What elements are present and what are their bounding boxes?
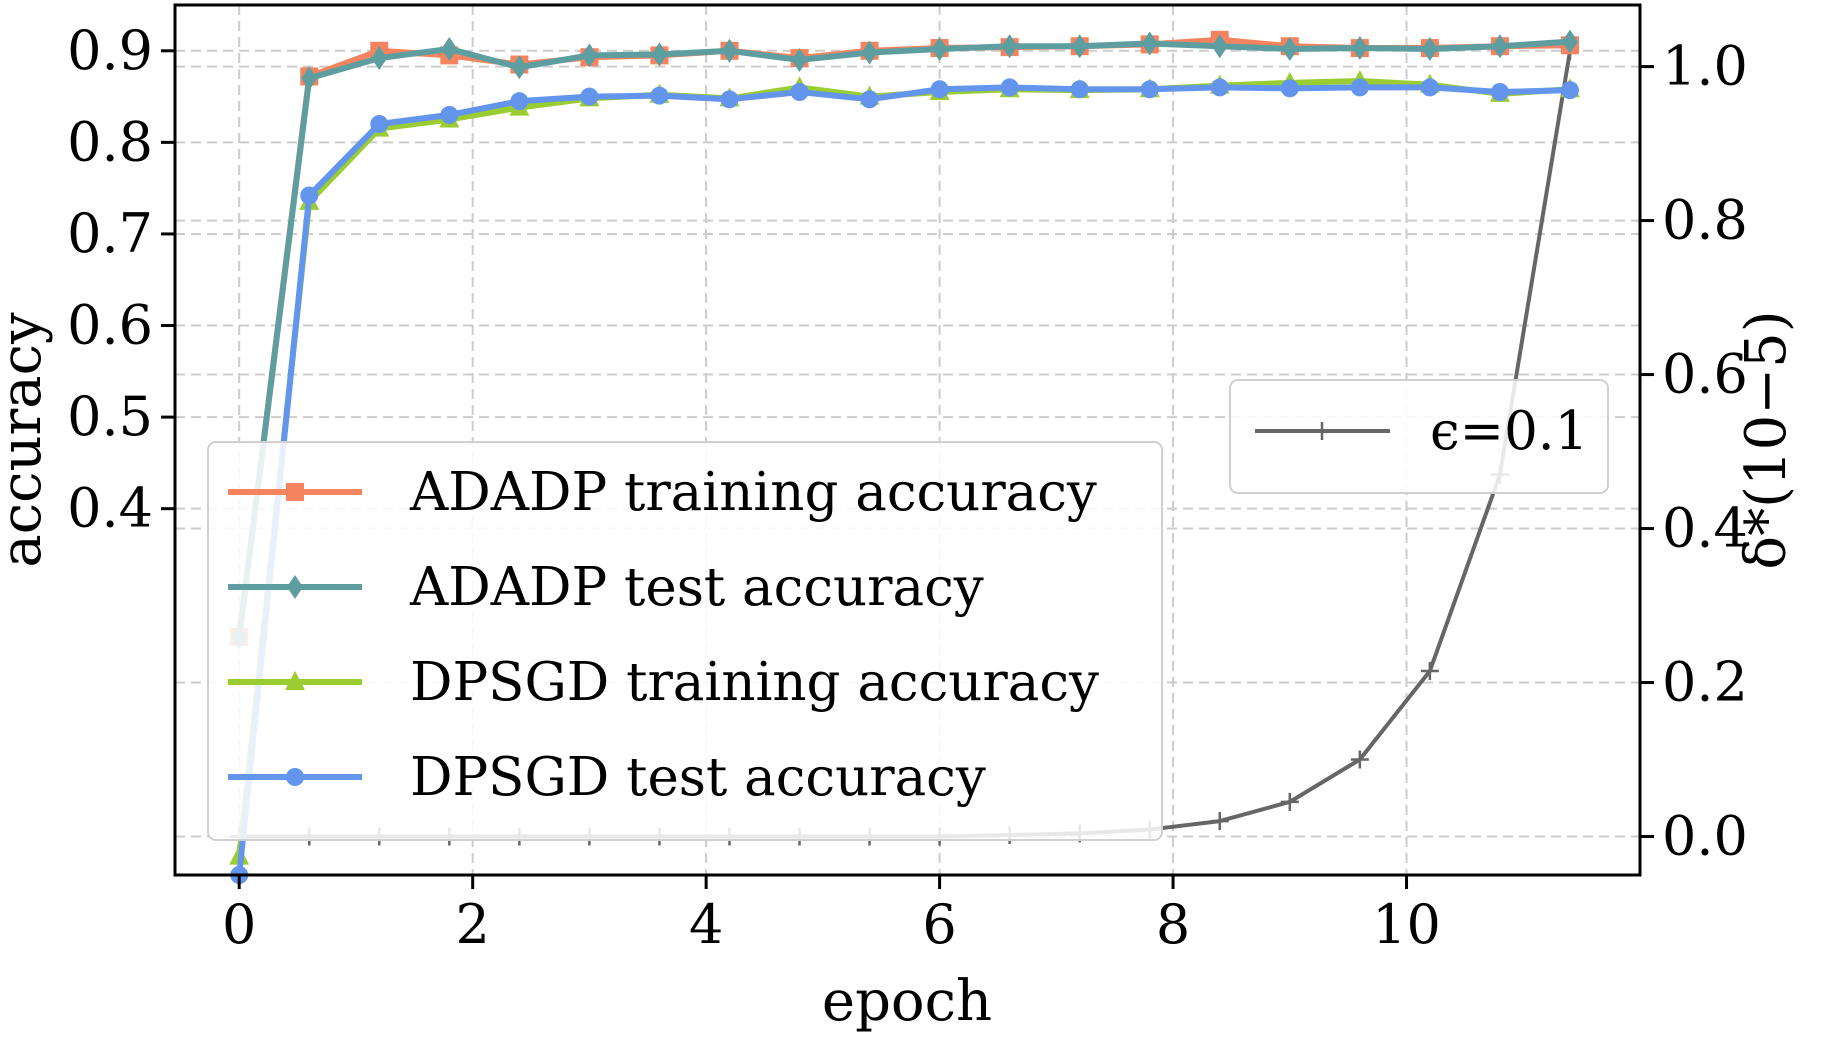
series-point (1350, 78, 1369, 97)
series-point (510, 92, 529, 111)
series-point (1350, 750, 1369, 769)
x-tick-label: 0 (222, 893, 256, 956)
series-point (930, 80, 949, 99)
series-point (1560, 81, 1579, 100)
series-point (1000, 78, 1019, 97)
series-point (1210, 78, 1229, 97)
series-point (1420, 78, 1439, 97)
series-1 (231, 29, 1578, 649)
y-right-tick-label: 0.8 (1662, 189, 1748, 252)
legend-left: ADADP training accuracy ADADP test accura… (207, 441, 1163, 841)
series-point (1490, 83, 1509, 101)
series-point (1070, 80, 1089, 99)
series-point (301, 66, 318, 91)
y-left-tick-label: 0.9 (67, 19, 153, 82)
series-point (511, 55, 528, 80)
x-tick-label: 10 (1372, 893, 1441, 956)
x-tick-label: 4 (689, 893, 723, 956)
series-point (1281, 36, 1298, 61)
legend-label: ϵ=0.1 (1430, 401, 1588, 462)
series-point (370, 115, 389, 134)
series-line (236, 84, 1571, 876)
series-point (650, 86, 669, 105)
series-layer (229, 29, 1580, 884)
series-line (236, 38, 1571, 638)
legend-swatch-marker (286, 483, 304, 501)
series-point (1071, 34, 1088, 59)
x-tick-label: 6 (922, 893, 956, 956)
legend-label: DPSGD training accuracy (410, 652, 1099, 713)
series-point (790, 83, 809, 101)
series-point (1211, 34, 1228, 59)
ticks: 0 2 4 6 8 10 0.4 0.5 0.6 0.7 0.8 0.9 0.0 0.2 0.4 0.6 0.8… (67, 19, 1748, 956)
y-left-tick-label: 0.7 (67, 202, 153, 265)
y-axis-left-title: accuracy (0, 312, 54, 568)
series-point (1210, 812, 1229, 831)
legend-right: ϵ=0.1 (1229, 379, 1609, 494)
series-point (861, 40, 878, 65)
legend-swatch-marker (286, 768, 304, 786)
series-point (791, 47, 808, 72)
series-point (581, 43, 598, 68)
x-tick-label: 2 (455, 893, 489, 956)
series-point (580, 87, 599, 106)
series-point (300, 186, 319, 205)
y-right-tick-label: 0.2 (1662, 651, 1748, 714)
series-point (860, 90, 879, 109)
series-point (1280, 792, 1299, 811)
series-point (1491, 34, 1508, 59)
series-point (441, 36, 458, 61)
legend-right-frame (1229, 379, 1609, 494)
series-point (1140, 80, 1159, 99)
legend-label: ADADP training accuracy (409, 462, 1097, 523)
y-left-tick-label: 0.4 (67, 477, 153, 540)
series-point (1001, 34, 1018, 59)
legend-swatch-marker (287, 575, 303, 599)
x-tick-label: 8 (1156, 893, 1190, 956)
legend-swatch-marker (285, 671, 305, 690)
series-point (1561, 29, 1578, 54)
y-left-tick-label: 0.6 (67, 294, 153, 357)
y-right-tick-label: 0.4 (1662, 497, 1748, 560)
series-point (371, 46, 388, 71)
series-point (1420, 661, 1439, 680)
plot-frame (173, 3, 1642, 877)
series-point (720, 90, 739, 109)
y-right-tick-label: 0.0 (1662, 805, 1748, 868)
y-left-tick-label: 0.5 (67, 385, 153, 448)
legend-swatch-marker (1313, 422, 1331, 440)
legend-label: DPSGD test accuracy (410, 747, 986, 808)
series-point (1421, 36, 1438, 61)
series-point (1141, 31, 1158, 56)
series-point (931, 36, 948, 61)
series-point (440, 105, 459, 124)
series-3 (230, 78, 1579, 884)
legend-left-frame (207, 441, 1163, 841)
series-point (1280, 79, 1299, 98)
series-point (651, 42, 668, 67)
legend-label: ADADP test accuracy (409, 557, 984, 618)
y-right-tick-label: 0.6 (1662, 343, 1748, 406)
y-right-tick-label: 1.0 (1662, 35, 1748, 98)
series-point (1351, 36, 1368, 61)
y-axis-right-title: δ*(10−5) (1734, 310, 1799, 569)
y-left-tick-label: 0.8 (67, 110, 153, 173)
series-point (721, 38, 738, 63)
x-axis-title: epoch (822, 969, 992, 1034)
